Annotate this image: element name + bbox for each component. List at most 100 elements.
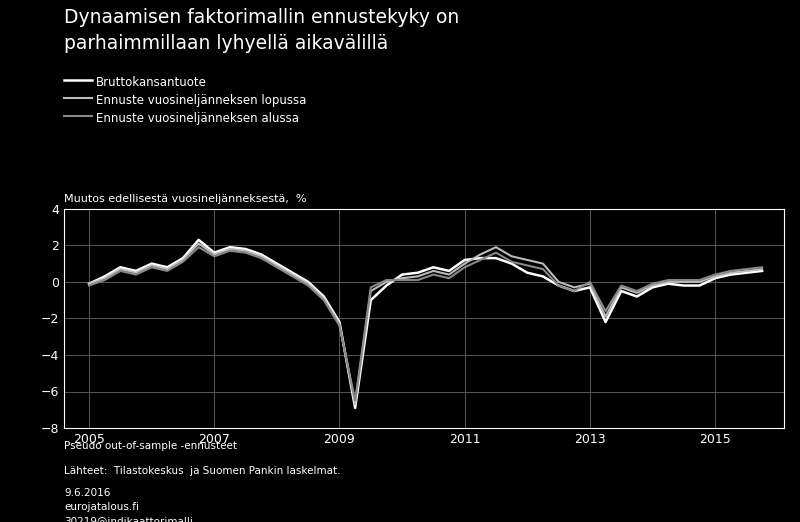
Text: Muutos edellisestä vuosineljänneksestä,  %: Muutos edellisestä vuosineljänneksestä, … xyxy=(64,194,306,205)
Bruttokansantuote xyxy=(413,269,422,276)
Ennuste vuosineljänneksen lopussa xyxy=(444,271,454,278)
Bruttokansantuote xyxy=(694,282,704,289)
Ennuste vuosineljänneksen alussa xyxy=(366,284,375,290)
Ennuste vuosineljänneksen alussa xyxy=(100,277,110,283)
Ennuste vuosineljänneksen alussa xyxy=(617,282,626,289)
Ennuste vuosineljänneksen lopussa xyxy=(382,279,391,285)
Ennuste vuosineljänneksen alussa xyxy=(194,244,203,250)
Ennuste vuosineljänneksen alussa xyxy=(257,255,266,262)
Ennuste vuosineljänneksen lopussa xyxy=(538,260,548,267)
Bruttokansantuote xyxy=(491,255,501,262)
Text: Dynaamisen faktorimallin ennustekyky on: Dynaamisen faktorimallin ennustekyky on xyxy=(64,8,459,27)
Ennuste vuosineljänneksen alussa xyxy=(413,277,422,283)
Ennuste vuosineljänneksen lopussa xyxy=(257,253,266,259)
Ennuste vuosineljänneksen alussa xyxy=(444,275,454,281)
Ennuste vuosineljänneksen alussa xyxy=(241,250,250,256)
Bruttokansantuote xyxy=(131,268,141,274)
Ennuste vuosineljänneksen alussa xyxy=(115,268,125,274)
Bruttokansantuote xyxy=(507,260,517,267)
Ennuste vuosineljänneksen alussa xyxy=(398,277,407,283)
Ennuste vuosineljänneksen lopussa xyxy=(522,257,532,263)
Bruttokansantuote xyxy=(726,271,735,278)
Ennuste vuosineljänneksen lopussa xyxy=(742,268,751,274)
Bruttokansantuote xyxy=(334,319,344,325)
Bruttokansantuote xyxy=(444,268,454,274)
Bruttokansantuote xyxy=(100,274,110,280)
Bruttokansantuote xyxy=(554,282,563,289)
Ennuste vuosineljänneksen alussa xyxy=(554,282,563,289)
Ennuste vuosineljänneksen alussa xyxy=(758,264,767,270)
Ennuste vuosineljänneksen lopussa xyxy=(131,269,141,276)
Text: Lähteet:  Tilastokeskus  ja Suomen Pankin laskelmat.: Lähteet: Tilastokeskus ja Suomen Pankin … xyxy=(64,466,341,476)
Ennuste vuosineljänneksen lopussa xyxy=(115,266,125,272)
Ennuste vuosineljänneksen alussa xyxy=(272,264,282,270)
Ennuste vuosineljänneksen alussa xyxy=(570,288,579,294)
Ennuste vuosineljänneksen lopussa xyxy=(429,268,438,274)
Ennuste vuosineljänneksen alussa xyxy=(288,274,298,280)
Ennuste vuosineljänneksen alussa xyxy=(507,259,517,265)
Ennuste vuosineljänneksen lopussa xyxy=(272,263,282,269)
Ennuste vuosineljänneksen alussa xyxy=(742,266,751,272)
Ennuste vuosineljänneksen alussa xyxy=(429,271,438,278)
Ennuste vuosineljänneksen alussa xyxy=(84,282,94,289)
Ennuste vuosineljänneksen alussa xyxy=(632,288,642,294)
Ennuste vuosineljänneksen alussa xyxy=(585,279,594,285)
Ennuste vuosineljänneksen lopussa xyxy=(726,269,735,276)
Bruttokansantuote xyxy=(632,293,642,300)
Bruttokansantuote xyxy=(522,269,532,276)
Bruttokansantuote xyxy=(288,269,298,276)
Ennuste vuosineljänneksen lopussa xyxy=(241,248,250,254)
Ennuste vuosineljänneksen lopussa xyxy=(178,257,188,263)
Ennuste vuosineljänneksen lopussa xyxy=(617,284,626,290)
Text: parhaimmillaan lyhyellä aikavälillä: parhaimmillaan lyhyellä aikavälillä xyxy=(64,34,388,53)
Ennuste vuosineljänneksen lopussa xyxy=(334,321,344,327)
Ennuste vuosineljänneksen lopussa xyxy=(100,275,110,281)
Ennuste vuosineljänneksen lopussa xyxy=(84,281,94,287)
Line: Ennuste vuosineljänneksen lopussa: Ennuste vuosineljänneksen lopussa xyxy=(89,243,762,404)
Ennuste vuosineljänneksen lopussa xyxy=(648,282,658,289)
Ennuste vuosineljänneksen lopussa xyxy=(601,313,610,319)
Ennuste vuosineljänneksen lopussa xyxy=(585,281,594,287)
Bruttokansantuote xyxy=(162,264,172,270)
Bruttokansantuote xyxy=(272,260,282,267)
Bruttokansantuote xyxy=(663,281,673,287)
Ennuste vuosineljänneksen lopussa xyxy=(491,244,501,250)
Bruttokansantuote xyxy=(538,274,548,280)
Ennuste vuosineljänneksen alussa xyxy=(303,282,313,289)
Bruttokansantuote xyxy=(429,264,438,270)
Bruttokansantuote xyxy=(241,246,250,252)
Ennuste vuosineljänneksen lopussa xyxy=(475,252,485,258)
Ennuste vuosineljänneksen alussa xyxy=(350,398,360,404)
Ennuste vuosineljänneksen lopussa xyxy=(288,271,298,278)
Bruttokansantuote xyxy=(350,405,360,411)
Bruttokansantuote xyxy=(710,275,720,281)
Ennuste vuosineljänneksen alussa xyxy=(522,263,532,269)
Ennuste vuosineljänneksen lopussa xyxy=(413,274,422,280)
Ennuste vuosineljänneksen alussa xyxy=(726,268,735,274)
Ennuste vuosineljänneksen alussa xyxy=(147,264,157,270)
Bruttokansantuote xyxy=(210,250,219,256)
Ennuste vuosineljänneksen alussa xyxy=(601,308,610,314)
Ennuste vuosineljänneksen lopussa xyxy=(225,246,234,252)
Ennuste vuosineljänneksen alussa xyxy=(162,268,172,274)
Text: 9.6.2016: 9.6.2016 xyxy=(64,488,110,498)
Ennuste vuosineljänneksen lopussa xyxy=(303,281,313,287)
Ennuste vuosineljänneksen alussa xyxy=(460,264,470,270)
Ennuste vuosineljänneksen alussa xyxy=(319,297,329,303)
Bruttokansantuote xyxy=(570,288,579,294)
Ennuste vuosineljänneksen alussa xyxy=(131,271,141,278)
Bruttokansantuote xyxy=(475,255,485,262)
Ennuste vuosineljänneksen alussa xyxy=(679,277,689,283)
Ennuste vuosineljänneksen alussa xyxy=(663,277,673,283)
Ennuste vuosineljänneksen lopussa xyxy=(507,253,517,259)
Bruttokansantuote xyxy=(366,297,375,303)
Ennuste vuosineljänneksen lopussa xyxy=(710,274,720,280)
Bruttokansantuote xyxy=(679,282,689,289)
Line: Ennuste vuosineljänneksen alussa: Ennuste vuosineljänneksen alussa xyxy=(89,247,762,401)
Bruttokansantuote xyxy=(585,284,594,290)
Ennuste vuosineljänneksen lopussa xyxy=(758,266,767,272)
Ennuste vuosineljänneksen alussa xyxy=(382,277,391,283)
Ennuste vuosineljänneksen lopussa xyxy=(194,240,203,247)
Text: Pseudo out-of-sample -ennusteet: Pseudo out-of-sample -ennusteet xyxy=(64,441,237,451)
Ennuste vuosineljänneksen alussa xyxy=(225,248,234,254)
